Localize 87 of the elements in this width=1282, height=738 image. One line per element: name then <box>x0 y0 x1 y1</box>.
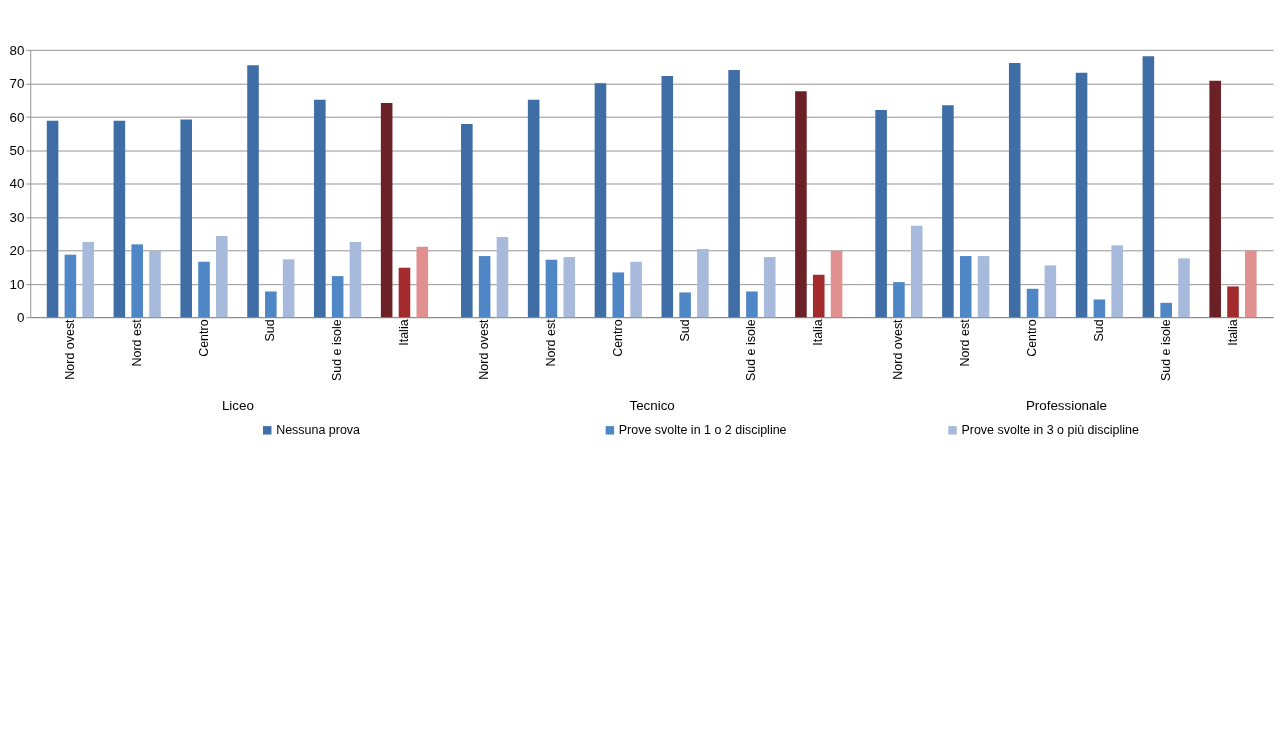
bar <box>113 120 126 318</box>
x-tick-label: Nord est <box>544 318 559 367</box>
legend-label: Nessuna prova <box>276 422 361 437</box>
bar <box>977 256 990 318</box>
bar <box>265 291 277 318</box>
y-tick-label: 20 <box>9 243 25 259</box>
bar <box>661 75 674 318</box>
bar <box>247 65 259 318</box>
y-tick-label: 0 <box>17 310 25 326</box>
bar <box>131 244 143 318</box>
bar <box>830 250 843 318</box>
bar <box>1111 245 1123 318</box>
bar <box>331 276 344 318</box>
x-tick-label: Nord ovest <box>477 318 492 380</box>
bar <box>1093 299 1106 318</box>
bar <box>1227 286 1239 318</box>
x-axis-title: Tecnico <box>629 397 675 413</box>
bar <box>594 83 607 318</box>
bar <box>728 69 740 318</box>
y-tick-label: 40 <box>9 176 25 192</box>
bar <box>349 242 362 318</box>
y-tick-label: 80 <box>9 42 25 58</box>
x-axis-title: Professionale <box>1025 397 1107 413</box>
y-tick-label: 10 <box>9 276 25 292</box>
bar <box>314 99 326 318</box>
y-tick-label: 30 <box>9 209 25 225</box>
bar <box>64 254 77 318</box>
x-tick-label: Nord ovest <box>891 318 906 380</box>
x-axis-title: Liceo <box>221 397 254 413</box>
bar <box>1026 288 1039 318</box>
x-tick-label: Sud <box>677 319 692 342</box>
bar <box>942 105 954 318</box>
legend-label: Prove svolte in 1 o 2 discipline <box>618 422 787 437</box>
y-tick-label: 70 <box>9 76 25 92</box>
y-tick-label: 50 <box>9 143 25 159</box>
bar <box>82 242 94 318</box>
bar <box>697 249 709 318</box>
bar <box>1245 250 1257 318</box>
bar <box>812 274 825 318</box>
x-tick-label: Italia <box>811 319 826 346</box>
bar <box>416 246 429 318</box>
x-tick-label: Italia <box>397 319 412 346</box>
bar <box>910 225 923 318</box>
x-tick-label: Sud e isole <box>1158 319 1173 382</box>
bar <box>46 120 59 318</box>
x-tick-label: Sud e isole <box>330 319 345 382</box>
y-tick-label: 60 <box>9 109 25 125</box>
x-tick-label: Nord est <box>958 318 973 367</box>
bar <box>630 261 642 318</box>
x-tick-label: Sud <box>1091 319 1106 342</box>
x-tick-label: Centro <box>196 319 211 357</box>
x-tick-label: Sud e isole <box>744 319 759 382</box>
bar <box>478 256 491 318</box>
bar <box>1160 302 1172 318</box>
bar <box>216 236 228 318</box>
bar <box>1209 80 1221 318</box>
x-tick-label: Nord ovest <box>62 318 77 380</box>
bar <box>398 267 411 318</box>
x-tick-label: Italia <box>1225 319 1240 346</box>
x-tick-label: Centro <box>610 319 625 357</box>
bar <box>180 119 192 318</box>
bar <box>380 103 393 318</box>
bar <box>1178 258 1190 318</box>
x-tick-label: Nord est <box>129 318 144 367</box>
bar <box>746 291 758 318</box>
bar <box>763 257 776 318</box>
bar <box>1044 265 1057 318</box>
bar <box>527 99 540 318</box>
bar <box>612 272 625 318</box>
bar <box>496 237 509 318</box>
bar <box>198 261 210 318</box>
bar <box>959 256 972 318</box>
x-tick-label: Centro <box>1025 319 1040 357</box>
bar <box>149 251 161 318</box>
bar <box>893 282 905 318</box>
x-tick-label: Sud <box>263 319 278 342</box>
bar <box>282 259 295 318</box>
bar <box>563 257 576 318</box>
legend-label: Prove svolte in 3 o più discipline <box>961 422 1139 437</box>
bar <box>679 292 691 318</box>
bar <box>1075 72 1088 318</box>
bar <box>1008 62 1021 318</box>
bar <box>461 124 473 318</box>
bar <box>545 259 558 318</box>
bar <box>795 91 807 318</box>
bar <box>875 110 887 318</box>
bar <box>1142 56 1155 318</box>
